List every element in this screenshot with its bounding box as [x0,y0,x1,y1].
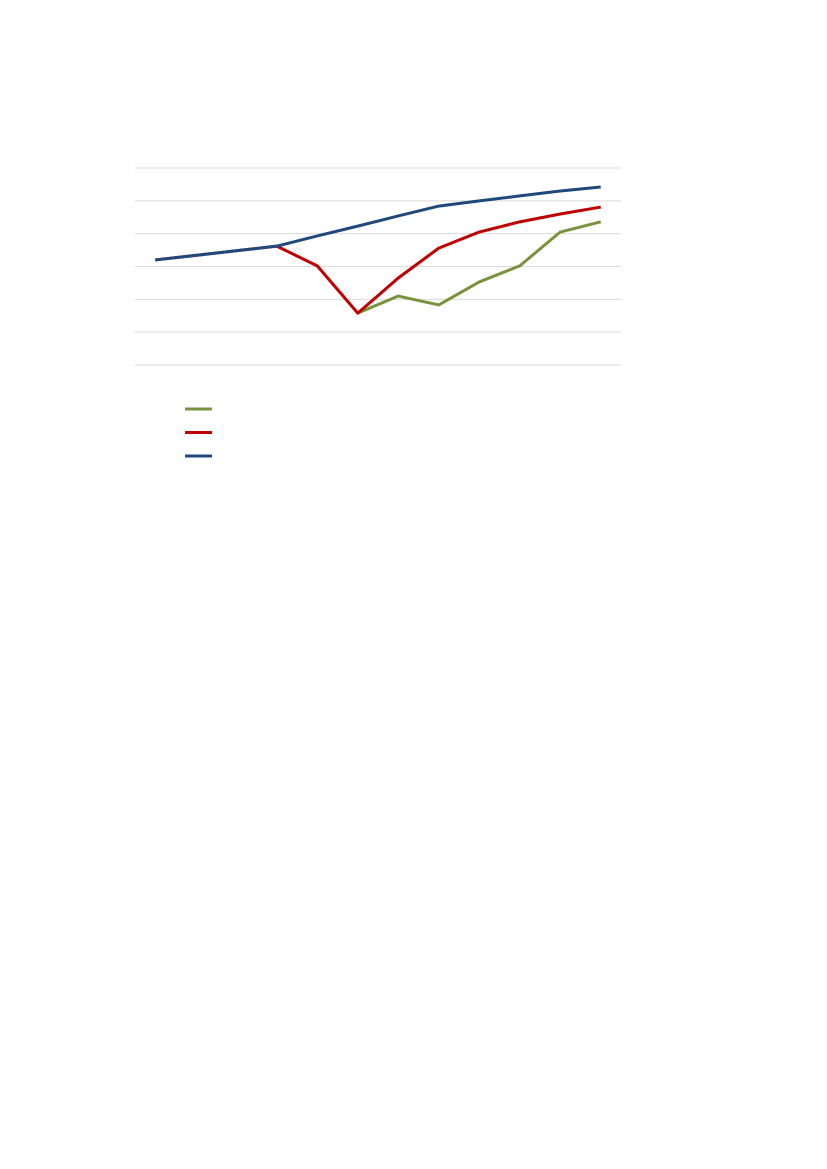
series-line [155,205,602,315]
series-line [155,185,601,262]
series-line [357,220,602,315]
